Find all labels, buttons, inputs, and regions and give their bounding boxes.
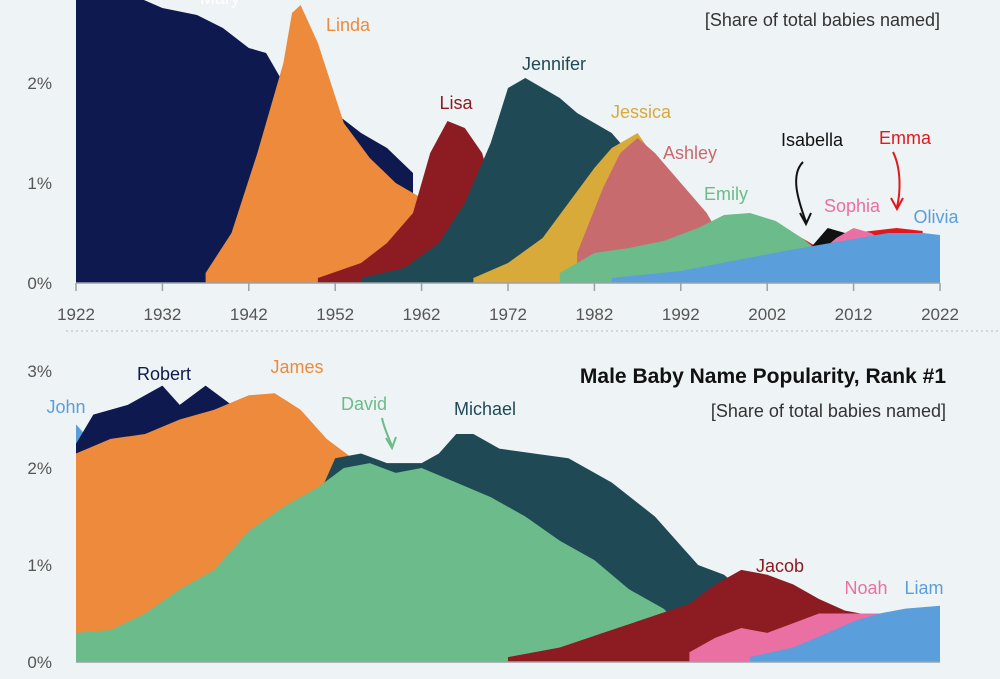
female-label-jessica: Jessica xyxy=(611,102,672,122)
female-label-sophia: Sophia xyxy=(824,196,881,216)
female-label-jennifer: Jennifer xyxy=(522,54,586,74)
female-label-olivia: Olivia xyxy=(913,207,959,227)
female-area-olivia xyxy=(611,233,940,283)
female-label-emma: Emma xyxy=(879,128,932,148)
male-label-noah: Noah xyxy=(844,578,887,598)
male-chart-y-ticks: 0% 1% 2% 3% xyxy=(27,362,52,672)
male-label-david: David xyxy=(341,394,387,414)
male-label-jacob: Jacob xyxy=(756,556,804,576)
emma-arrow xyxy=(892,151,901,208)
male-y-tick: 0% xyxy=(27,653,52,672)
emma-arrowhead-icon xyxy=(890,197,904,212)
female-y-tick: 1% xyxy=(27,174,52,193)
male-label-james: James xyxy=(270,357,323,377)
male-y-tick: 1% xyxy=(27,556,52,575)
female-x-tick: 1992 xyxy=(662,305,700,324)
female-label-lisa: Lisa xyxy=(439,93,473,113)
female-label-linda: Linda xyxy=(326,15,371,35)
female-chart-subtitle: [Share of total babies named] xyxy=(705,10,940,30)
david-arrow xyxy=(381,417,393,447)
female-chart-areas xyxy=(76,0,940,283)
female-x-tick: 1942 xyxy=(230,305,268,324)
female-x-tick: 1982 xyxy=(575,305,613,324)
female-label-emily: Emily xyxy=(704,184,748,204)
male-label-john: John xyxy=(46,397,85,417)
male-chart-series-labels: John Robert James Michael David Jacob Noah Liam xyxy=(46,357,943,598)
female-y-tick: 2% xyxy=(27,74,52,93)
female-x-tick: 1922 xyxy=(57,305,95,324)
female-x-tick: 2022 xyxy=(921,305,959,324)
male-label-robert: Robert xyxy=(137,364,191,384)
female-x-tick: 1952 xyxy=(316,305,354,324)
david-arrowhead-icon xyxy=(385,436,397,451)
male-label-liam: Liam xyxy=(904,578,943,598)
female-label-ashley: Ashley xyxy=(663,143,717,163)
female-x-tick: 2002 xyxy=(748,305,786,324)
female-x-tick: 1962 xyxy=(403,305,441,324)
isabella-arrowhead-icon xyxy=(799,212,812,227)
female-x-tick: 1932 xyxy=(143,305,181,324)
female-y-tick: 0% xyxy=(27,274,52,293)
male-area-david xyxy=(76,463,690,662)
female-chart-y-ticks: 0% 1% 2% xyxy=(27,74,52,293)
male-y-tick: 3% xyxy=(27,362,52,381)
male-chart-areas xyxy=(76,385,940,662)
male-chart-subtitle: [Share of total babies named] xyxy=(711,401,946,421)
female-chart-series-labels: Emma Mary Linda Lisa Jennifer Jessica Ashley Em… xyxy=(200,0,959,227)
female-area-linda xyxy=(205,5,439,283)
female-chart-x-ticks: 1922 1932 1942 1952 1962 1972 1982 1992 2002 2012… xyxy=(57,283,959,324)
male-label-michael: Michael xyxy=(454,399,516,419)
female-x-tick: 2012 xyxy=(835,305,873,324)
isabella-arrow xyxy=(795,161,807,223)
male-y-tick: 2% xyxy=(27,459,52,478)
female-x-tick: 1972 xyxy=(489,305,527,324)
female-label-mary: Mary xyxy=(200,0,240,8)
male-area-liam xyxy=(749,605,940,662)
female-label-isabella: Isabella xyxy=(781,130,844,150)
male-chart-title: Male Baby Name Popularity, Rank #1 xyxy=(580,365,946,388)
